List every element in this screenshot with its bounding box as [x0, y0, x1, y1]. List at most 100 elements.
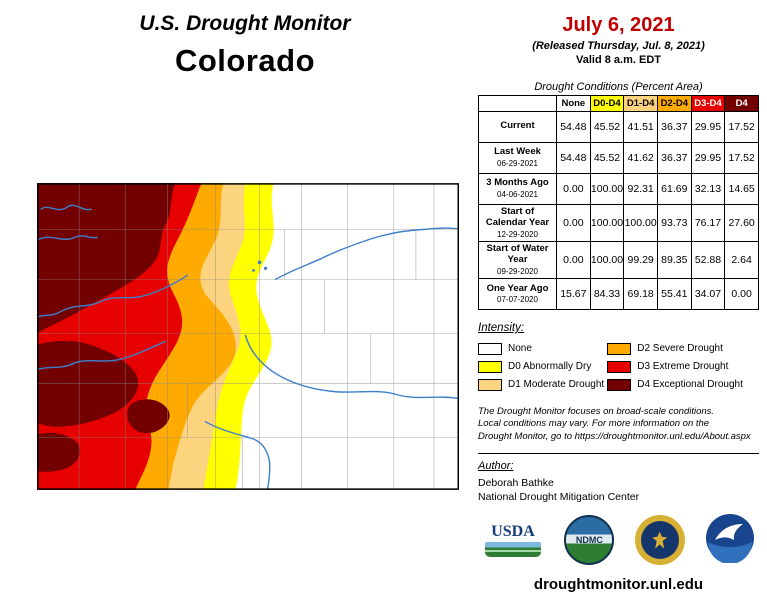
col-header-blank [478, 95, 557, 112]
percent-cell: 100.00 [623, 203, 658, 243]
col-header-d0d4: D0-D4 [589, 95, 625, 112]
legend-swatch-d0 [478, 360, 502, 373]
ndmc-logo: NDMC [564, 515, 615, 566]
percent-cell: 14.65 [724, 173, 759, 205]
divider [478, 453, 759, 455]
table-row-start-calendar-year: Start of Calendar Year 12-29-2020 0.00 10… [478, 203, 759, 243]
table-row-start-water-year: Start of Water Year 09-29-2020 0.00 100.0… [478, 241, 759, 280]
drought-conditions-table: None D0-D4 D1-D4 D2-D4 D3-D4 D4 Current … [478, 95, 759, 311]
percent-cell: 0.00 [556, 241, 591, 280]
river-yampa [40, 204, 92, 211]
percent-cell: 17.52 [724, 142, 759, 174]
percent-cell: 99.29 [623, 241, 658, 280]
river-rio-grande [204, 421, 271, 490]
legend-item-d4: D4 Exceptional Drought [607, 376, 759, 393]
row-label: One Year Ago 07-07-2020 [478, 278, 557, 311]
col-header-d4: D4 [724, 95, 759, 112]
usda-logo-text: USDA [491, 522, 535, 540]
col-header-d1d4: D1-D4 [623, 95, 658, 112]
noaa-logo-graphic [705, 513, 754, 564]
release-date: July 6, 2021 [562, 14, 675, 36]
percent-cell: 41.62 [623, 142, 658, 174]
legend-item-d1: D1 Moderate Drought [478, 376, 607, 393]
percent-cell: 84.33 [589, 278, 625, 311]
percent-cell: 29.95 [690, 142, 726, 174]
author-heading: Author: [478, 460, 514, 473]
percent-cell: 0.00 [556, 203, 591, 243]
disclaimer-text: The Drought Monitor focuses on broad-sca… [478, 406, 751, 442]
legend-item-none: None [478, 340, 607, 357]
row-label: Last Week 06-29-2021 [478, 142, 557, 174]
map-d4-region-southwest [37, 432, 81, 472]
commerce-seal-logo [634, 515, 685, 566]
agency-logos: USDA NDMC [478, 513, 759, 567]
percent-cell: 76.17 [690, 203, 726, 243]
legend-item-d2: D2 Severe Drought [607, 340, 759, 357]
percent-cell: 34.07 [690, 278, 726, 311]
ndmc-logo-text: NDMC [575, 535, 603, 546]
noaa-logo [705, 513, 755, 568]
colorado-drought-map [37, 183, 459, 490]
percent-cell: 100.00 [589, 173, 625, 205]
percent-cell: 27.60 [724, 203, 759, 243]
percent-cell: 15.67 [556, 278, 591, 311]
commerce-eagle-icon [652, 531, 668, 549]
percent-cell: 52.88 [690, 241, 726, 280]
col-header-d2d4: D2-D4 [656, 95, 692, 112]
usdm-title: U.S. Drought Monitor [139, 12, 351, 35]
river-colorado [37, 274, 189, 319]
valid-line: Valid 8 a.m. EDT [576, 54, 661, 66]
author-organization: National Drought Mitigation Center [478, 491, 640, 504]
percent-cell: 29.95 [690, 111, 726, 143]
percent-cell: 0.00 [724, 278, 759, 311]
legend-swatch-none [478, 342, 502, 355]
legend-swatch-d4 [607, 378, 632, 391]
author-name: Deborah Bathke [478, 477, 554, 490]
state-title: Colorado [174, 43, 316, 78]
summary-panel: July 6, 2021 (Released Thursday, Jul. 8,… [478, 14, 759, 593]
intensity-heading: Intensity: [478, 322, 525, 335]
percent-cell: 89.35 [656, 241, 692, 280]
percent-cell: 69.18 [623, 278, 658, 311]
percent-cell: 92.31 [623, 173, 658, 205]
percent-cell: 36.37 [656, 142, 692, 174]
map-d4-region-northwest [37, 183, 176, 334]
lakes [252, 260, 268, 272]
percent-cell: 100.00 [589, 203, 625, 243]
site-url[interactable]: droughtmonitor.unl.edu [533, 576, 704, 593]
legend-item-d3: D3 Extreme Drought [607, 358, 759, 375]
table-row-3-months-ago: 3 Months Ago 04-06-2021 0.00 100.00 92.31… [478, 173, 759, 205]
released-line: (Released Thursday, Jul. 8, 2021) [532, 40, 705, 52]
legend-swatch-d1 [478, 378, 502, 391]
river-south-platte [274, 227, 459, 281]
commerce-seal-inner [640, 521, 679, 560]
percent-cell: 55.41 [656, 278, 692, 311]
table-header-row: None D0-D4 D1-D4 D2-D4 D3-D4 D4 [478, 95, 759, 112]
usda-field-graphic [485, 541, 541, 557]
percent-cell: 93.73 [656, 203, 692, 243]
river-gunnison [37, 340, 167, 371]
percent-cell: 41.51 [623, 111, 658, 143]
percent-cell: 0.00 [556, 173, 591, 205]
col-header-d3d4: D3-D4 [690, 95, 726, 112]
table-title: Drought Conditions (Percent Area) [534, 81, 703, 93]
table-row-one-year-ago: One Year Ago 07-07-2020 15.67 84.33 69.18… [478, 278, 759, 311]
legend-swatch-d3 [607, 360, 632, 373]
percent-cell: 32.13 [690, 173, 726, 205]
percent-cell: 36.37 [656, 111, 692, 143]
percent-cell: 61.69 [656, 173, 692, 205]
percent-cell: 54.48 [556, 142, 591, 174]
percent-cell: 45.52 [589, 111, 625, 143]
river-white [38, 235, 98, 240]
percent-cell: 17.52 [724, 111, 759, 143]
usda-logo: USDA [482, 522, 544, 557]
row-label: 3 Months Ago 04-06-2021 [478, 173, 557, 205]
table-row-current: Current 54.48 45.52 41.51 36.37 29.95 17… [478, 111, 759, 143]
row-label: Start of Calendar Year 12-29-2020 [478, 203, 557, 243]
intensity-legend: None D0 Abnormally Dry D1 Moderate Droug… [478, 340, 759, 393]
rivers [37, 204, 459, 490]
legend-swatch-d2 [607, 342, 632, 355]
row-label: Start of Water Year 09-29-2020 [478, 241, 557, 280]
percent-cell: 54.48 [556, 111, 591, 143]
